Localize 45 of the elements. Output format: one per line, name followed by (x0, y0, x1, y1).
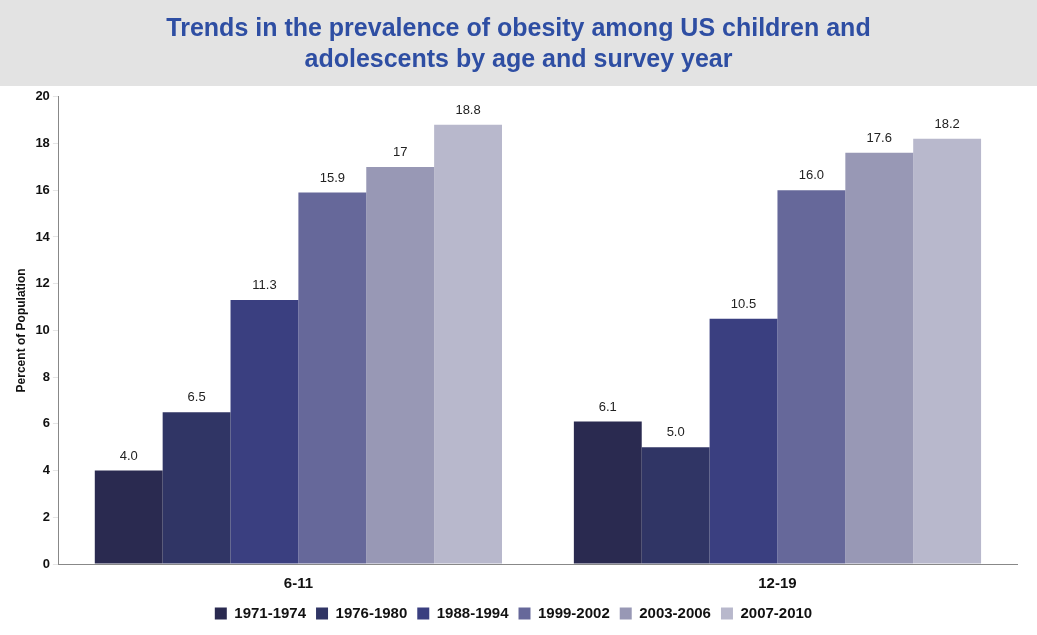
data-label: 18.2 (934, 115, 960, 131)
legend-label: 1988-1994 (436, 603, 510, 621)
x-tick-label: 6-11 (283, 574, 313, 592)
data-label: 18.8 (455, 101, 481, 117)
data-label: 10.5 (730, 295, 757, 311)
y-tick-label: 10 (35, 321, 50, 337)
legend-label: 2003-2006 (639, 603, 711, 621)
bar (641, 447, 710, 564)
bar (709, 318, 778, 564)
data-label: 5.0 (666, 424, 685, 440)
legend-label: 2007-2010 (740, 603, 813, 621)
data-label: 6.5 (187, 389, 206, 405)
y-tick-label: 14 (35, 228, 51, 244)
bar (434, 124, 502, 564)
bar (230, 300, 299, 564)
bar (162, 412, 231, 564)
y-tick-label: 0 (42, 555, 50, 571)
bar (845, 152, 914, 564)
bar (573, 421, 642, 564)
y-axis-title: Percent of Population (13, 268, 28, 393)
bar (298, 192, 367, 564)
data-label: 4.0 (119, 447, 138, 463)
y-tick-label: 12 (35, 275, 50, 291)
bar (777, 190, 846, 564)
legend-label: 1976-1980 (335, 603, 408, 621)
data-label: 16.0 (798, 167, 825, 183)
data-label: 17 (392, 143, 408, 159)
bar (366, 166, 435, 564)
data-label: 11.3 (252, 277, 277, 293)
chart-title: Trends in the prevalence of obesity among US children and adolescents by age and survey year (0, 0, 1037, 86)
bar (913, 138, 982, 564)
data-label: 6.1 (598, 398, 617, 414)
legend-label: 1971-1974 (234, 603, 307, 621)
x-tick-label: 12-19 (758, 574, 797, 592)
y-tick-label: 6 (42, 415, 50, 431)
y-tick-label: 8 (42, 368, 50, 384)
data-label: 15.9 (319, 169, 345, 185)
y-tick-label: 2 (42, 508, 50, 524)
y-tick-label: 4 (42, 462, 51, 478)
y-tick-label: 20 (35, 88, 50, 104)
y-tick-label: 18 (35, 135, 50, 151)
legend-label: 1999-2002 (538, 603, 610, 621)
data-label: 17.6 (866, 129, 892, 145)
y-tick-label: 16 (35, 181, 50, 197)
bar (94, 470, 163, 564)
